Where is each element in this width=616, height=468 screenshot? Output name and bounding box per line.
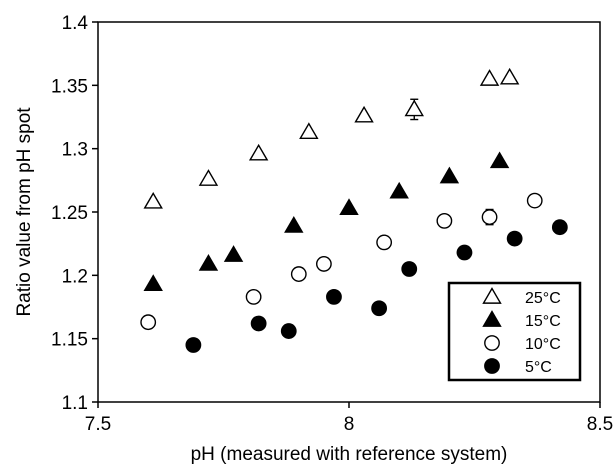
data-point [551,219,568,236]
data-point [499,67,520,85]
y-tick-label: 1.35 [51,76,88,97]
data-point [354,105,374,123]
y-tick-label: 1.2 [62,266,88,287]
data-point [404,99,424,117]
legend-label: 25°C [525,290,561,307]
data-point [339,198,359,216]
legend-label: 5°C [525,359,552,376]
series-3 [185,219,568,353]
data-point [280,323,297,339]
data-point [250,315,267,332]
legend: 25°C 15°C 10°C 5°C [447,281,582,382]
y-tick-label: 1.1 [62,393,88,414]
y-tick-label: 1.4 [62,13,89,34]
y-tick-label: 1.3 [62,140,88,161]
data-point [198,169,219,186]
legend-marker [484,358,500,374]
x-tick-label: 8 [344,414,355,435]
y-tick-label: 1.15 [51,330,88,351]
data-points [140,67,568,353]
legend-marker [484,335,500,351]
data-point [479,69,500,86]
data-point [248,143,269,161]
series-0 [143,67,520,209]
data-point [143,274,163,292]
series-1 [143,151,510,292]
data-point [140,314,157,331]
series-2 [140,192,543,331]
data-point [401,261,418,277]
x-axis: 7.5 8 8.5 [85,402,613,435]
x-axis-label: pH (measured with reference system) [191,444,508,465]
data-point [223,245,244,262]
legend-label: 10°C [525,336,561,353]
data-point [389,181,409,199]
legend-marker [482,287,502,304]
data-point [315,256,332,272]
data-point [299,122,319,140]
y-axis-label: Ratio value from pH spot [14,107,35,317]
legend-marker [482,310,502,327]
data-point [439,166,460,184]
legend-frame [447,281,582,382]
data-point [371,300,388,317]
data-point [185,337,202,353]
y-tick-label: 1.25 [51,203,88,224]
data-point [481,209,498,225]
legend-label: 15°C [525,313,561,330]
x-tick-label: 8.5 [587,414,613,435]
x-tick-label: 7.5 [85,414,111,435]
data-point [456,244,473,261]
data-point [526,192,543,209]
data-point [245,288,262,305]
data-point [143,191,163,209]
y-axis: 1.1 1.15 1.2 1.25 1.3 1.35 1.4 [51,13,98,414]
data-point [436,212,453,229]
data-point [198,254,219,271]
data-point [290,266,307,282]
data-point [506,230,523,247]
data-point [284,216,304,233]
data-point [489,151,510,169]
data-point [376,234,393,251]
data-point [326,288,342,305]
